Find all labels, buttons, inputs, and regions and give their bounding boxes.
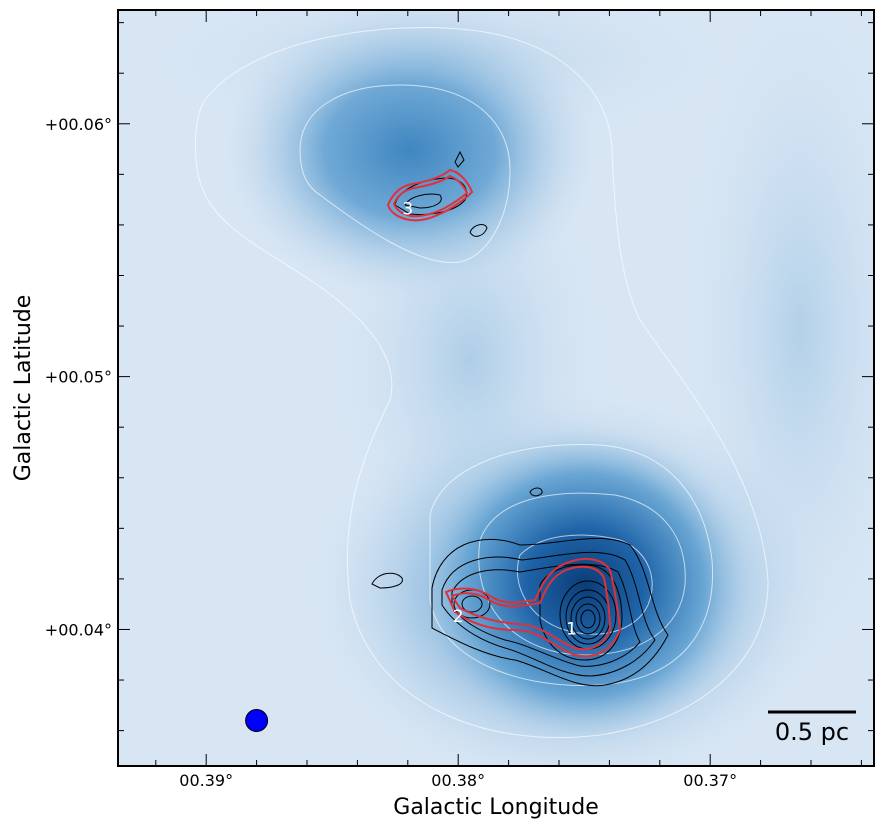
contour-south-outer — [431, 537, 669, 687]
x-tick-label-1: 00.38° — [431, 771, 485, 790]
contour-core3-blob — [469, 224, 488, 237]
source-label-1: 1 — [566, 619, 577, 639]
scalebar-label: 0.5 pc — [775, 718, 849, 746]
contour-south-4 — [539, 564, 623, 661]
contour-peak-1e — [580, 609, 596, 629]
south-contour-3 — [478, 492, 686, 656]
red-contour-north-inner — [392, 174, 469, 218]
north-contour-2 — [299, 84, 511, 264]
plot-frame — [117, 9, 875, 767]
contour-core3-inner — [404, 193, 442, 209]
core-north-emission — [220, 10, 600, 300]
y-tick-label-0: +00.06° — [45, 115, 112, 134]
x-tick-label-0: 00.39° — [179, 771, 233, 790]
south-contour-4 — [516, 534, 653, 635]
beam-marker — [245, 708, 269, 732]
interferometer-contours — [371, 150, 669, 687]
highlight-contours — [386, 168, 622, 658]
core-south-emission — [415, 425, 755, 745]
y-tick-label-1: +00.05° — [45, 368, 112, 387]
contour-south-2 — [441, 551, 656, 677]
contour-core3 — [394, 177, 467, 215]
contour-peak-1d — [575, 603, 601, 635]
source-label-3: 3 — [402, 200, 413, 220]
contour-west-blob — [371, 572, 403, 589]
y-tick-label-2: +00.04° — [45, 620, 112, 639]
x-axis-title: Galactic Longitude — [393, 795, 598, 820]
contour-peak-1c — [570, 596, 606, 640]
red-contour-south-inner — [450, 565, 612, 651]
contour-core3-spur — [454, 150, 465, 168]
source-label-2: 2 — [453, 607, 464, 627]
red-contour-south — [444, 558, 622, 658]
contour-peak-2b — [461, 595, 483, 613]
red-contour-north — [386, 168, 474, 222]
outer-contour — [195, 27, 769, 739]
south-contour-2 — [429, 443, 714, 687]
contour-north-blob — [529, 487, 543, 497]
y-axis-title: Galactic Latitude — [11, 295, 36, 482]
x-tick-label-2: 00.37° — [683, 771, 737, 790]
intensity-map: 1 2 3 0.5 pc — [118, 10, 874, 766]
contour-south-3 — [451, 563, 641, 667]
background-contours — [195, 27, 769, 739]
